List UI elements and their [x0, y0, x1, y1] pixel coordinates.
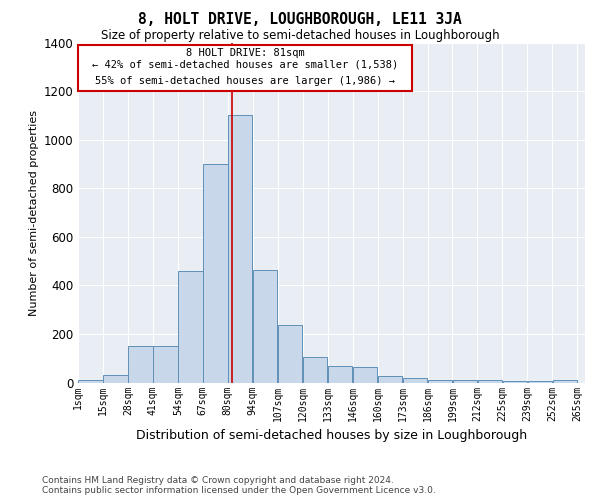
- Bar: [78, 380, 103, 382]
- Text: 55% of semi-detached houses are larger (1,986) →: 55% of semi-detached houses are larger (…: [95, 76, 395, 86]
- Bar: [353, 366, 377, 382]
- Text: ← 42% of semi-detached houses are smaller (1,538): ← 42% of semi-detached houses are smalle…: [92, 60, 398, 70]
- Bar: [453, 380, 477, 382]
- Text: Contains HM Land Registry data © Crown copyright and database right 2024.: Contains HM Land Registry data © Crown c…: [42, 476, 394, 485]
- Bar: [378, 376, 402, 382]
- Text: 8, HOLT DRIVE, LOUGHBOROUGH, LE11 3JA: 8, HOLT DRIVE, LOUGHBOROUGH, LE11 3JA: [138, 12, 462, 28]
- Text: Contains public sector information licensed under the Open Government Licence v3: Contains public sector information licen…: [42, 486, 436, 495]
- Text: Size of property relative to semi-detached houses in Loughborough: Size of property relative to semi-detach…: [101, 29, 499, 42]
- Y-axis label: Number of semi-detached properties: Number of semi-detached properties: [29, 110, 39, 316]
- Bar: [253, 270, 277, 382]
- Bar: [428, 380, 452, 382]
- Bar: [328, 366, 352, 382]
- Bar: [278, 326, 302, 382]
- X-axis label: Distribution of semi-detached houses by size in Loughborough: Distribution of semi-detached houses by …: [136, 429, 527, 442]
- Bar: [178, 271, 203, 382]
- Text: 8 HOLT DRIVE: 81sqm: 8 HOLT DRIVE: 81sqm: [186, 48, 304, 58]
- Bar: [303, 357, 328, 382]
- Bar: [153, 346, 178, 383]
- Bar: [128, 346, 152, 383]
- Bar: [203, 164, 227, 382]
- Bar: [228, 116, 253, 382]
- FancyBboxPatch shape: [78, 45, 412, 91]
- Bar: [403, 378, 427, 382]
- Bar: [553, 380, 577, 382]
- Bar: [478, 380, 502, 382]
- Bar: [103, 375, 128, 382]
